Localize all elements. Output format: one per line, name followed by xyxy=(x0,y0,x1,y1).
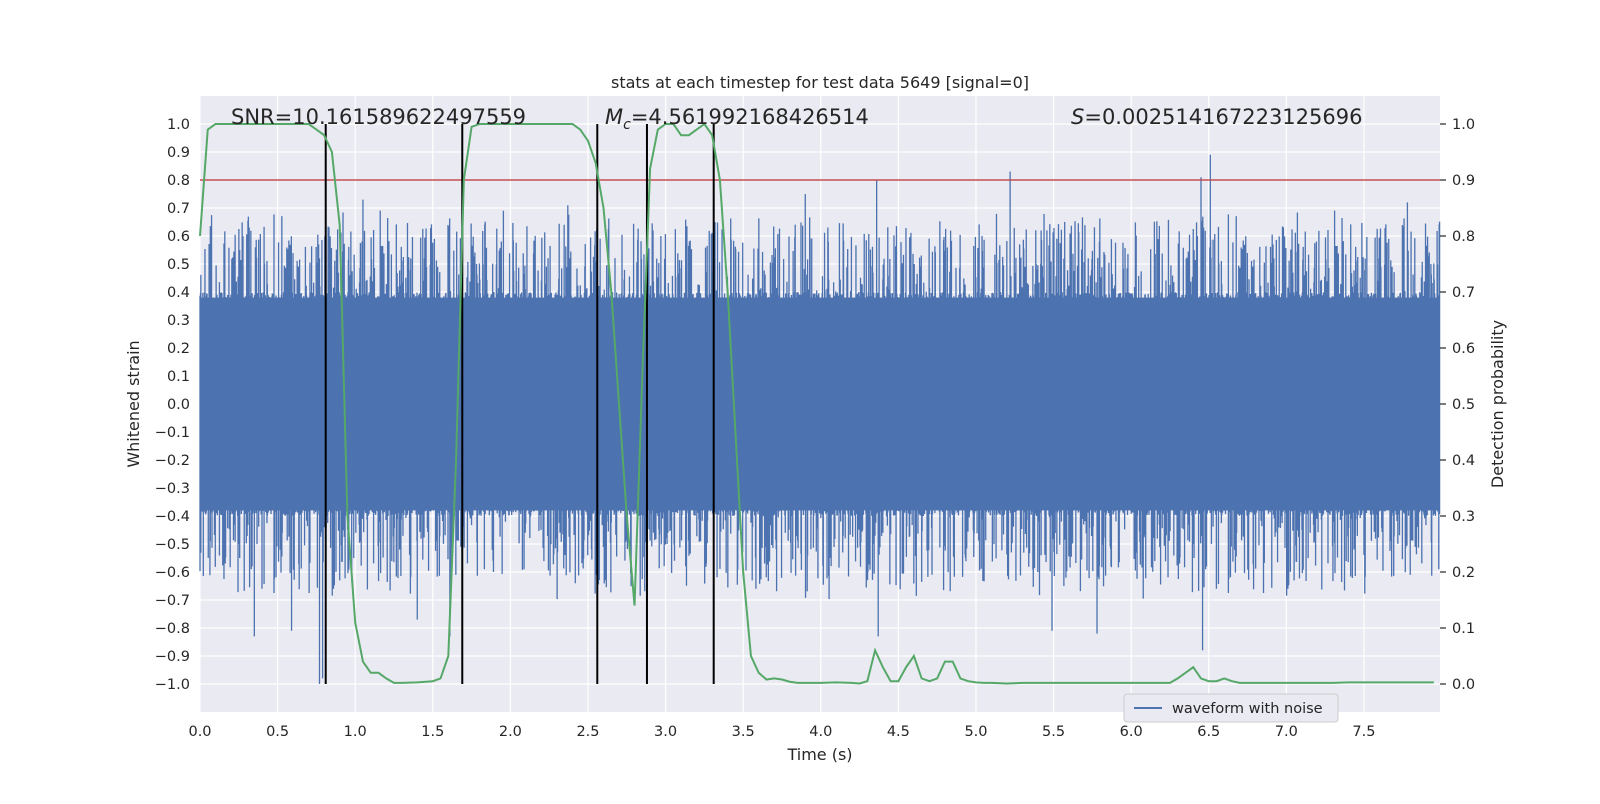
y-tick-9: 0.1 xyxy=(167,369,190,385)
x-tick-4: 2.0 xyxy=(499,724,522,740)
y2-tick-10: 0.0 xyxy=(1452,677,1475,693)
legend-box xyxy=(1123,693,1339,723)
y-tick-12: −0.2 xyxy=(155,453,190,469)
y-tick-4: 0.6 xyxy=(167,229,190,245)
y2-tick-8: 0.2 xyxy=(1452,565,1475,581)
chirp-mass-subscript: c xyxy=(623,117,631,133)
y-tick-16: −0.6 xyxy=(155,565,190,581)
chart-title: stats at each timestep for test data 564… xyxy=(611,73,1029,92)
y-tick-6: 0.4 xyxy=(167,285,190,301)
x-tick-12: 6.0 xyxy=(1120,724,1143,740)
s-symbol: S xyxy=(1071,105,1084,129)
chirp-mass-annotation: Mc=4.561992168426514 xyxy=(605,105,869,133)
x-tick-11: 5.5 xyxy=(1042,724,1065,740)
y-tick-5: 0.5 xyxy=(167,257,190,273)
y-tick-1: 0.9 xyxy=(167,145,190,161)
y-tick-8: 0.2 xyxy=(167,341,190,357)
x-tick-15: 7.5 xyxy=(1352,724,1375,740)
y-tick-19: −0.9 xyxy=(155,649,190,665)
y2-tick-6: 0.4 xyxy=(1452,453,1475,469)
probability-line xyxy=(199,122,1434,685)
y2-tick-9: 0.1 xyxy=(1452,621,1475,637)
y-tick-13: −0.3 xyxy=(155,481,190,497)
y-tick-20: −1.0 xyxy=(155,677,190,693)
y-tick-17: −0.7 xyxy=(155,593,190,609)
waveform-core xyxy=(200,297,1440,511)
x-axis-title: Time (s) xyxy=(786,745,852,764)
x-tick-0: 0.0 xyxy=(188,724,211,740)
snr-annotation: SNR=10.161589622497559 xyxy=(231,105,526,129)
x-tick-labels: 0.0 0.5 1.0 1.5 2.0 2.5 3.0 3.5 4.0 4.5 5.0 5.5 6.0 6… xyxy=(188,724,1375,740)
y-tick-18: −0.8 xyxy=(155,621,190,637)
x-tick-8: 4.0 xyxy=(809,724,832,740)
waveform-series xyxy=(199,154,1441,684)
y-tick-2: 0.8 xyxy=(167,173,190,189)
y2-tick-labels: 1.0 0.9 0.8 0.7 0.6 0.5 0.4 0.3 0.2 0.1 0.0 xyxy=(1440,117,1475,693)
legend: waveform with noise xyxy=(1123,693,1339,723)
detection-probability-series xyxy=(199,122,1434,685)
y-tick-14: −0.4 xyxy=(155,509,190,525)
x-tick-6: 3.0 xyxy=(654,724,677,740)
y2-tick-2: 0.8 xyxy=(1452,229,1475,245)
y2-tick-1: 0.9 xyxy=(1452,173,1475,189)
y-tick-11: −0.1 xyxy=(155,425,190,441)
y-tick-7: 0.3 xyxy=(167,313,190,329)
chirp-mass-value: =4.561992168426514 xyxy=(631,105,869,129)
y-tick-10: 0.0 xyxy=(167,397,190,413)
y2-tick-7: 0.3 xyxy=(1452,509,1475,525)
x-tick-14: 7.0 xyxy=(1275,724,1298,740)
y2-tick-4: 0.6 xyxy=(1452,341,1475,357)
x-tick-10: 5.0 xyxy=(964,724,987,740)
y2-axis-title: Detection probability xyxy=(1488,320,1507,488)
x-tick-2: 1.0 xyxy=(344,724,367,740)
y-axis-title: Whitened strain xyxy=(124,340,143,467)
y2-tick-3: 0.7 xyxy=(1452,285,1475,301)
y-tick-0: 1.0 xyxy=(167,117,190,133)
y2-tick-0: 1.0 xyxy=(1452,117,1475,133)
s-annotation: S=0.002514167223125696 xyxy=(1071,105,1362,129)
y-tick-3: 0.7 xyxy=(167,201,190,217)
y-tick-labels: 1.0 0.9 0.8 0.7 0.6 0.5 0.4 0.3 0.2 0.1 0.0 −0.1 −0.… xyxy=(155,117,190,693)
y-tick-15: −0.5 xyxy=(155,537,190,553)
x-tick-5: 2.5 xyxy=(576,724,599,740)
x-tick-3: 1.5 xyxy=(421,724,444,740)
x-tick-1: 0.5 xyxy=(266,724,289,740)
x-tick-9: 4.5 xyxy=(887,724,910,740)
y2-tick-5: 0.5 xyxy=(1452,397,1475,413)
x-tick-7: 3.5 xyxy=(732,724,755,740)
s-value: =0.002514167223125696 xyxy=(1084,105,1362,129)
x-tick-13: 6.5 xyxy=(1197,724,1220,740)
chirp-mass-symbol: M xyxy=(605,105,623,129)
legend-label: waveform with noise xyxy=(1172,701,1323,717)
